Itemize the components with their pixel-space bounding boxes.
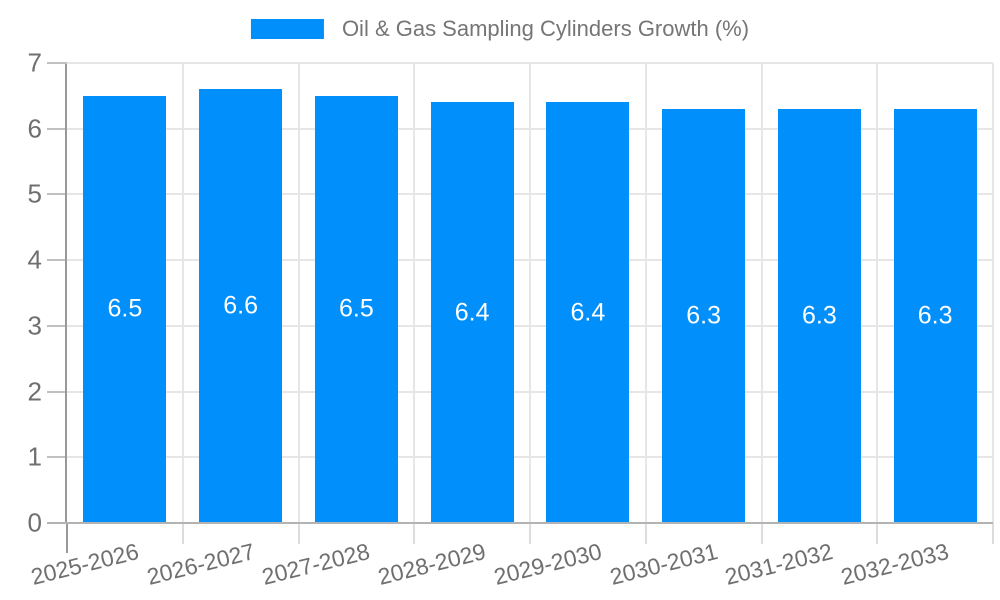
bar-value-label: 6.3 <box>686 301 721 330</box>
bar[interactable]: 6.3 <box>893 109 977 523</box>
bar[interactable]: 6.5 <box>83 95 167 523</box>
bar-value-label: 6.4 <box>454 298 490 327</box>
bar-value-label: 6.3 <box>801 301 837 330</box>
y-axis-label: 1 <box>27 441 42 472</box>
y-axis-tick <box>47 456 67 459</box>
x-axis-tick <box>181 523 184 544</box>
bar-value-label: 6.3 <box>917 301 953 330</box>
y-axis-label: 2 <box>27 376 42 407</box>
x-gridline <box>644 63 647 523</box>
bar[interactable]: 6.4 <box>546 102 630 523</box>
x-gridline <box>992 63 994 523</box>
legend-swatch[interactable] <box>250 19 324 39</box>
x-axis-tick <box>66 523 68 553</box>
y-axis-tick <box>47 259 67 262</box>
x-axis-line <box>47 522 993 524</box>
x-axis-tick <box>760 523 763 544</box>
y-axis-tick <box>47 127 67 130</box>
bar-value-label: 6.5 <box>107 294 143 323</box>
y-axis-label: 0 <box>27 507 42 538</box>
x-axis-tick <box>297 523 300 544</box>
y-axis-label: 6 <box>27 113 42 144</box>
x-gridline <box>760 63 763 523</box>
y-axis-label: 3 <box>27 310 42 341</box>
x-axis-tick <box>876 523 879 544</box>
x-axis-tick <box>992 523 994 544</box>
bar-value-label: 6.5 <box>338 294 374 323</box>
y-axis-tick <box>47 193 67 196</box>
x-gridline <box>876 63 879 523</box>
x-axis-tick <box>413 523 416 544</box>
x-gridline <box>297 63 300 523</box>
x-gridline <box>529 63 531 523</box>
bar[interactable]: 6.6 <box>199 89 283 523</box>
x-gridline <box>181 63 184 523</box>
bar[interactable]: 6.3 <box>777 109 861 523</box>
bar[interactable]: 6.3 <box>662 109 746 523</box>
y-axis-label: 7 <box>27 47 42 78</box>
chart-legend[interactable]: Oil & Gas Sampling Cylinders Growth (%) <box>250 16 750 42</box>
bar-value-label: 6.4 <box>570 298 606 327</box>
y-axis-tick <box>47 390 67 393</box>
y-axis-label: 4 <box>27 244 42 275</box>
y-axis-label: 5 <box>27 178 42 209</box>
y-axis-tick <box>47 324 67 327</box>
x-axis-tick <box>529 523 531 544</box>
x-axis-tick <box>644 523 647 544</box>
chart-title: Oil & Gas Sampling Cylinders Growth (%) <box>341 16 750 41</box>
y-axis-tick <box>47 62 67 64</box>
bar[interactable]: 6.4 <box>430 102 514 523</box>
x-gridline <box>413 63 416 523</box>
y-axis-line <box>65 64 67 523</box>
bar-value-label: 6.6 <box>223 291 258 320</box>
bar[interactable]: 6.5 <box>314 95 398 523</box>
